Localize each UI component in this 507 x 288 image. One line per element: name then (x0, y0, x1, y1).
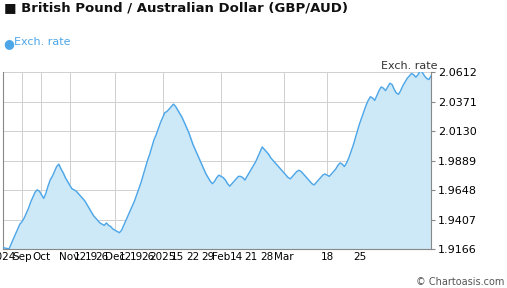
Text: Exch. rate: Exch. rate (381, 60, 437, 71)
Text: Exch. rate: Exch. rate (14, 37, 70, 48)
Text: © Chartoasis.com: © Chartoasis.com (416, 276, 504, 287)
Text: ●: ● (4, 37, 19, 50)
Text: ■ British Pound / Australian Dollar (GBP/AUD): ■ British Pound / Australian Dollar (GBP… (4, 1, 348, 14)
